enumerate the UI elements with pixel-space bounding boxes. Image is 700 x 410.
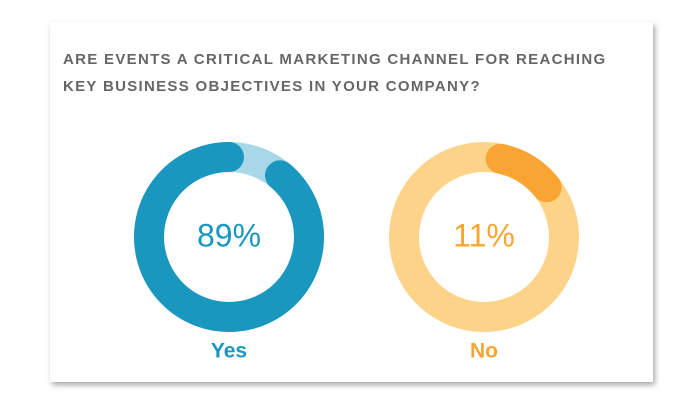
donut-track [389,142,579,332]
title-line: ARE EVENTS A CRITICAL MARKETING CHANNEL … [63,51,606,68]
center-value-label: 11% [453,217,515,253]
category-label: No [470,340,498,363]
donut-arc [485,143,562,203]
center-value-label: 89% [197,217,261,253]
title-line: KEY BUSINESS OBJECTIVES IN YOUR COMPANY? [63,78,481,95]
category-label: Yes [211,340,247,363]
donut-arc [134,142,324,332]
